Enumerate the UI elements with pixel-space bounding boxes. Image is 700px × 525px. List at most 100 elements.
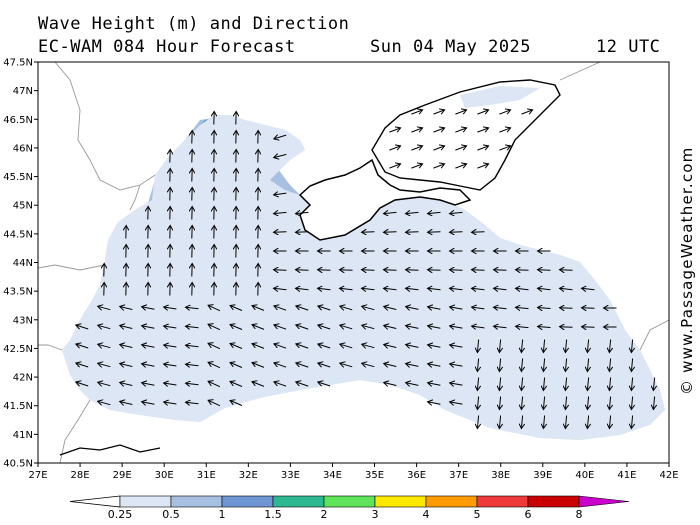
- wave-arrow: [296, 306, 309, 311]
- legend-high-arrow: [578, 495, 630, 508]
- wave-arrow: [186, 307, 199, 309]
- wave-arrow: [499, 396, 500, 410]
- lat-tick-label: 47N: [13, 86, 33, 97]
- wave-arrow: [631, 377, 632, 391]
- wave-arrow: [340, 363, 353, 367]
- wave-arrow: [653, 377, 654, 391]
- wave-arrow: [477, 164, 488, 169]
- legend-swatch: [476, 495, 529, 508]
- lat-tick-label: 41N: [13, 430, 33, 441]
- azov-band: [460, 86, 540, 108]
- chart-title: Wave Height (m) and Direction: [38, 14, 350, 34]
- wave-arrow: [499, 146, 510, 151]
- legend-swatch: [374, 495, 427, 508]
- wave-arrow: [296, 363, 309, 368]
- wave-arrow: [142, 307, 155, 310]
- wave-arrow: [318, 363, 331, 368]
- wave-arrow: [631, 396, 632, 410]
- wave-arrow: [296, 344, 309, 349]
- wave-arrow: [230, 382, 243, 387]
- legend-low-arrow: [69, 495, 121, 508]
- lon-tick-label: 33E: [281, 470, 300, 481]
- wave-arrow: [450, 288, 463, 289]
- wave-arrow: [142, 364, 155, 367]
- wave-arrow: [450, 307, 463, 309]
- legend-label: 5: [474, 508, 481, 521]
- wave-arrow: [340, 344, 353, 348]
- wave-arrow: [406, 307, 419, 310]
- wave-arrow: [428, 288, 441, 289]
- lon-tick-label: 39E: [533, 470, 552, 481]
- wave-arrow: [406, 383, 419, 386]
- lat-tick-label: 40.5N: [3, 459, 33, 470]
- wave-arrow: [296, 270, 309, 271]
- longitude-axis: 27E 28E 29E 30E 31E 32E 33E 34E 35E 36E 37E 38E 39E 4…: [28, 463, 679, 481]
- lat-tick-label: 45.5N: [3, 172, 33, 183]
- wave-arrow: [521, 377, 522, 391]
- wave-arrow: [384, 307, 397, 310]
- lat-tick-label: 44.5N: [3, 229, 33, 240]
- lon-tick-label: 42E: [659, 470, 678, 481]
- wave-arrow: [450, 364, 463, 366]
- wave-arrow: [76, 363, 89, 368]
- wave-arrow: [428, 232, 441, 233]
- wave-arrow: [186, 326, 199, 328]
- wave-arrow: [472, 270, 485, 271]
- wave-arrow: [274, 154, 287, 157]
- wave-arrow: [499, 339, 500, 353]
- wave-arrow: [142, 383, 155, 386]
- wave-arrow: [472, 326, 485, 328]
- map-area: [38, 62, 669, 463]
- wave-arrow: [164, 307, 177, 309]
- wave-arrow: [252, 325, 265, 330]
- lon-tick-label: 29E: [113, 470, 132, 481]
- wave-arrow: [565, 396, 566, 410]
- wave-arrow: [516, 288, 529, 289]
- wave-arrow: [450, 402, 463, 404]
- wave-arrow: [164, 402, 177, 404]
- lon-tick-label: 41E: [617, 470, 636, 481]
- wave-arrow: [230, 325, 243, 330]
- wave-arrow: [587, 415, 588, 429]
- wave-arrow: [477, 377, 478, 391]
- wave-arrow: [208, 381, 221, 388]
- wave-arrow: [428, 270, 441, 271]
- latitude-axis: 40.5N 41N 41.5N 42N 42.5N 43N 43.5N 44N 44.5N 45N…: [3, 58, 38, 470]
- legend-label: 0.25: [108, 508, 133, 521]
- wave-arrow: [587, 396, 588, 410]
- wave-arrow: [274, 288, 287, 289]
- wave-arrow: [384, 232, 397, 233]
- wave-arrow: [450, 326, 463, 328]
- wave-arrow: [609, 377, 610, 391]
- wave-arrow: [499, 358, 500, 372]
- crimea-coast: [298, 158, 472, 241]
- wave-arrow: [631, 339, 632, 353]
- wave-arrow: [120, 383, 133, 386]
- forecast-date: Sun 04 May 2025: [370, 37, 532, 57]
- lat-tick-label: 42N: [13, 373, 33, 384]
- legend-label: 2: [321, 508, 328, 521]
- lat-tick-label: 45N: [13, 201, 33, 212]
- wave-arrow: [428, 402, 441, 404]
- wave-arrow: [477, 396, 478, 410]
- wave-arrow: [252, 363, 265, 368]
- wave-arrow: [521, 396, 522, 410]
- wave-arrow: [230, 401, 243, 406]
- legend-label: 6: [525, 508, 532, 521]
- wave-arrow: [516, 326, 529, 327]
- wave-arrow: [340, 270, 353, 271]
- wave-arrow: [362, 288, 375, 289]
- wave-arrow: [609, 358, 610, 372]
- wave-arrow: [411, 128, 422, 133]
- wave-arrow: [538, 308, 551, 309]
- wave-arrow: [455, 146, 466, 151]
- lon-tick-label: 34E: [323, 470, 342, 481]
- wave-arrow: [296, 382, 309, 387]
- wave-arrow: [274, 306, 287, 311]
- wave-arrow: [274, 363, 287, 368]
- legend-label: 4: [423, 508, 430, 521]
- wave-arrow: [230, 363, 243, 368]
- forecast-subtitle: EC-WAM 084 Hour Forecast: [38, 37, 296, 57]
- wave-arrow: [499, 110, 510, 115]
- wave-arrow: [433, 146, 444, 151]
